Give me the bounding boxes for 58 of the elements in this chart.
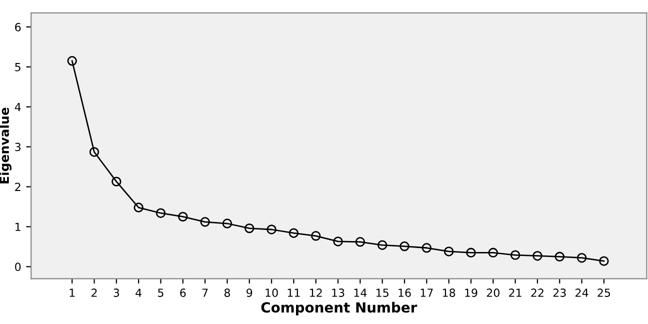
point [576,253,587,263]
y-tick-label: 5 [15,63,20,72]
point [244,223,254,234]
y-tick-label: 1 [16,222,20,231]
y-tick-label: 2 [15,182,20,191]
point [422,243,432,253]
point [266,224,276,234]
point [400,241,410,252]
point [156,208,166,218]
point [200,217,210,227]
x-tick-label: 5 [158,288,164,297]
x-tick-label: 17 [420,288,433,297]
x-tick-label: 2 [92,288,97,297]
point [333,236,343,246]
point [222,218,232,228]
x-tick-label: 1 [70,288,75,297]
point [488,248,498,258]
point [112,176,122,186]
point [554,252,564,262]
y-tick-label: 4 [14,102,21,112]
y-tick-label: 6 [15,22,21,32]
x-tick-label: 8 [224,288,230,297]
x-tick-label: 21 [509,288,522,297]
x-tick-label: 13 [332,288,344,297]
point [178,212,188,222]
point [377,240,388,250]
x-tick-label: 14 [354,288,367,297]
point [310,231,321,241]
x-axis-title: Component Number [261,302,418,316]
x-tick-label: 4 [136,288,142,297]
point [89,147,100,157]
x-tick-label: 11 [288,288,300,297]
x-tick-label: 19 [465,288,478,297]
point [134,202,144,212]
point [532,251,542,261]
point [510,250,520,260]
point [355,237,366,247]
point [599,256,609,266]
x-tick-label: 16 [398,288,411,297]
x-tick-label: 24 [576,288,588,297]
x-tick-label: 20 [486,288,500,297]
x-tick-label: 25 [598,288,610,297]
point [444,246,454,256]
x-tick-label: 15 [376,288,388,297]
x-tick-label: 6 [180,288,186,297]
x-tick-label: 3 [114,288,120,297]
point [288,228,299,238]
x-tick-label: 12 [310,288,322,297]
y-tick-label: 0 [15,262,21,272]
y-tick-label: 3 [15,142,20,152]
point [67,56,77,66]
x-tick-label: 9 [246,288,252,297]
x-tick-label: 22 [531,288,544,297]
x-tick-label: 10 [266,288,278,297]
x-tick-label: 18 [442,288,456,297]
x-tick-label: 7 [202,288,208,297]
point [466,248,476,258]
x-tick-label: 23 [553,288,566,297]
